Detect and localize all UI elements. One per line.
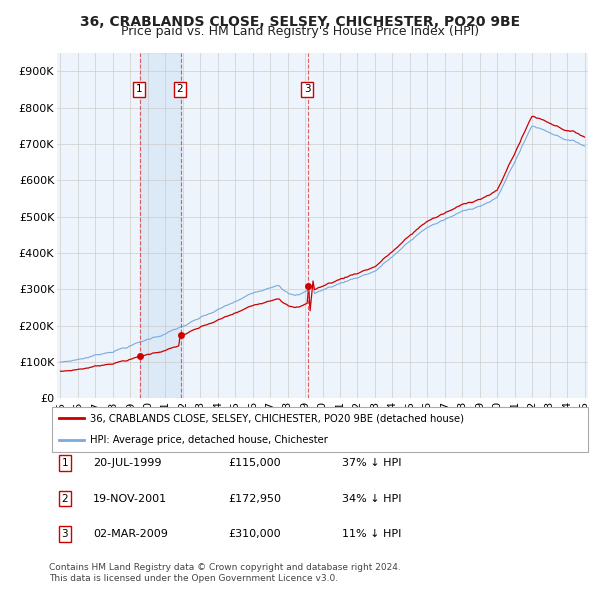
Text: £310,000: £310,000 xyxy=(228,529,281,539)
Text: HPI: Average price, detached house, Chichester: HPI: Average price, detached house, Chic… xyxy=(90,435,328,445)
Text: 37% ↓ HPI: 37% ↓ HPI xyxy=(342,458,401,468)
Text: 3: 3 xyxy=(61,529,68,539)
Text: 2: 2 xyxy=(61,494,68,503)
Text: 20-JUL-1999: 20-JUL-1999 xyxy=(93,458,161,468)
Text: Contains HM Land Registry data © Crown copyright and database right 2024.: Contains HM Land Registry data © Crown c… xyxy=(49,563,401,572)
Text: 2: 2 xyxy=(176,84,183,94)
Text: 1: 1 xyxy=(136,84,142,94)
FancyBboxPatch shape xyxy=(52,407,588,452)
Text: 02-MAR-2009: 02-MAR-2009 xyxy=(93,529,168,539)
Text: 34% ↓ HPI: 34% ↓ HPI xyxy=(342,494,401,503)
Text: 36, CRABLANDS CLOSE, SELSEY, CHICHESTER, PO20 9BE: 36, CRABLANDS CLOSE, SELSEY, CHICHESTER,… xyxy=(80,15,520,29)
Text: 11% ↓ HPI: 11% ↓ HPI xyxy=(342,529,401,539)
Text: 1: 1 xyxy=(61,458,68,468)
Text: 36, CRABLANDS CLOSE, SELSEY, CHICHESTER, PO20 9BE (detached house): 36, CRABLANDS CLOSE, SELSEY, CHICHESTER,… xyxy=(90,413,464,423)
Text: 3: 3 xyxy=(304,84,310,94)
Text: 19-NOV-2001: 19-NOV-2001 xyxy=(93,494,167,503)
Text: £172,950: £172,950 xyxy=(228,494,281,503)
Text: £115,000: £115,000 xyxy=(228,458,281,468)
Bar xyxy=(140,53,181,398)
Text: Price paid vs. HM Land Registry's House Price Index (HPI): Price paid vs. HM Land Registry's House … xyxy=(121,25,479,38)
Text: This data is licensed under the Open Government Licence v3.0.: This data is licensed under the Open Gov… xyxy=(49,574,338,583)
